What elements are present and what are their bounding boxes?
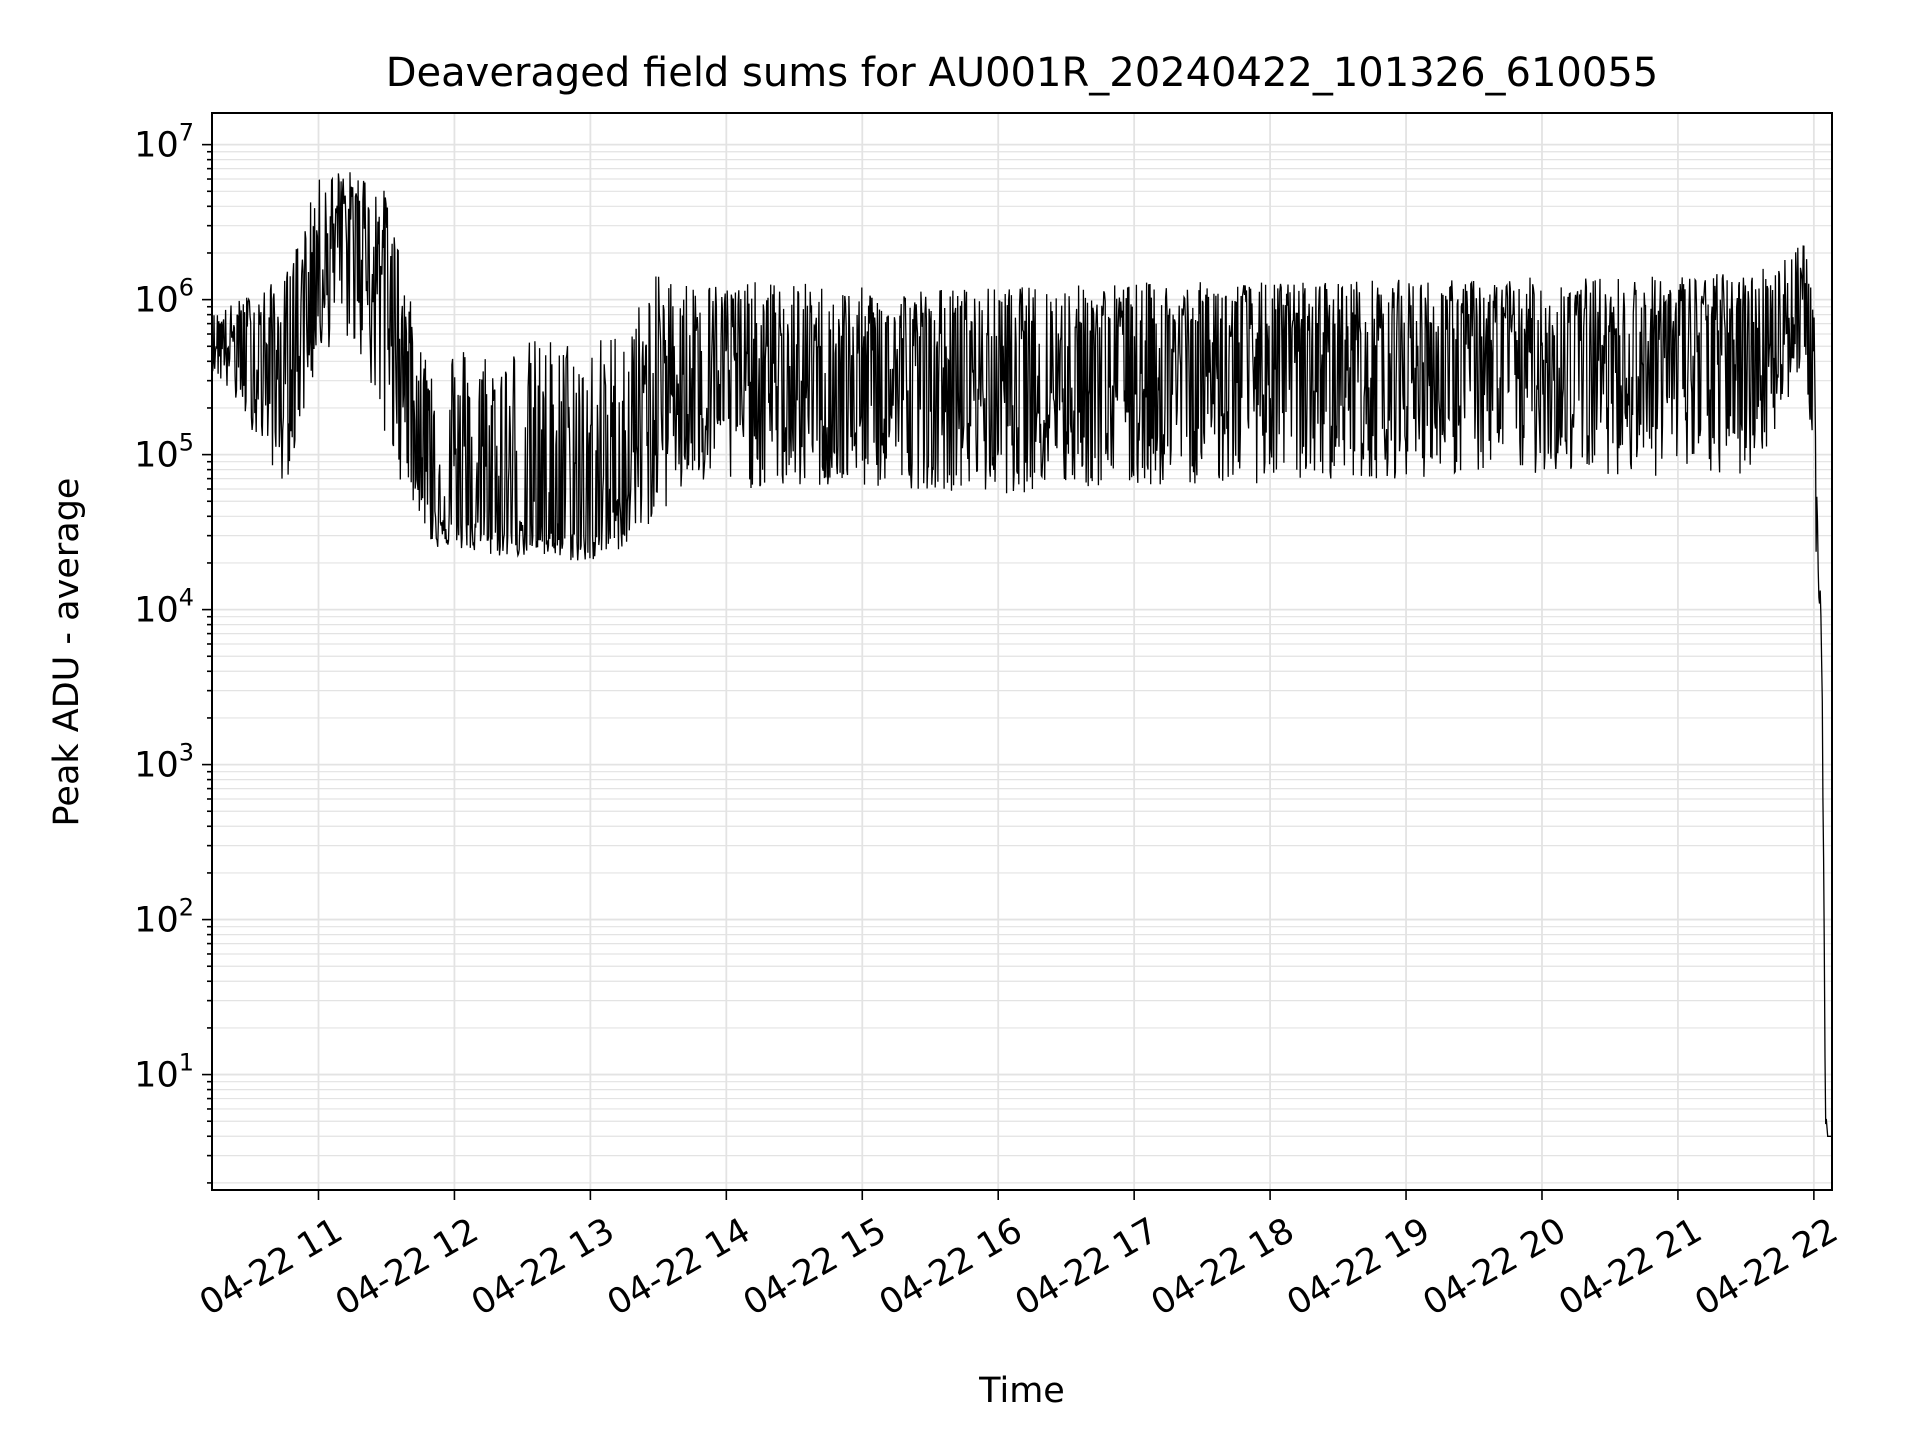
chart-title: Deaveraged field sums for AU001R_2024042… [386, 50, 1658, 96]
series-line-0 [211, 172, 1832, 1137]
series-layer [211, 172, 1832, 1137]
y-tick-label: 101 [134, 1049, 194, 1096]
grid-layer [212, 113, 1832, 1190]
y-axis-label: Peak ADU - average [47, 478, 87, 827]
y-tick-label: 107 [134, 119, 194, 166]
y-tick-label: 106 [134, 274, 194, 321]
y-tick-label: 104 [134, 584, 194, 631]
y-tick-label: 105 [134, 429, 194, 476]
x-axis-label: Time [978, 1371, 1065, 1411]
y-tick-label: 102 [134, 894, 194, 941]
plot-area-frame [211, 112, 1833, 1191]
y-tick-label: 103 [134, 739, 194, 786]
